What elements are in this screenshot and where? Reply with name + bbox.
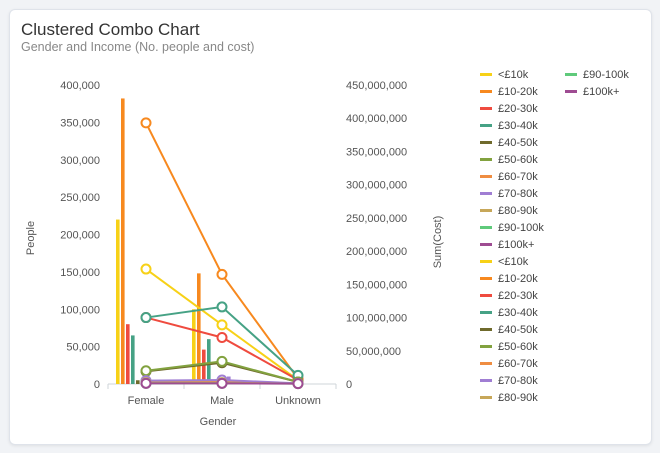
legend-label: £30-40k [498, 307, 538, 319]
legend-swatch [480, 294, 492, 297]
y2-axis-title: Sum(Cost) [432, 216, 444, 269]
legend-label: £60-70k [498, 171, 538, 183]
chart-title: Clustered Combo Chart [21, 20, 200, 39]
legend-label: <£10k [498, 256, 529, 268]
legend-label: £40-50k [498, 324, 538, 336]
y-axis-title: People [25, 221, 37, 255]
x-tick-label: Male [210, 395, 234, 407]
y2-tick-label: 400,000,000 [346, 113, 407, 125]
legend-label: £10-20k [498, 86, 538, 98]
legend-label: £10-20k [498, 273, 538, 285]
legend-label: £20-30k [498, 103, 538, 115]
legend-label: £50-60k [498, 154, 538, 166]
bar [207, 339, 211, 384]
legend-swatch [480, 141, 492, 144]
legend-swatch [480, 226, 492, 229]
legend-swatch [480, 107, 492, 110]
y-tick-label: 150,000 [60, 267, 100, 279]
y2-tick-label: 100,000,000 [346, 313, 407, 325]
legend-swatch [565, 90, 577, 93]
line-point [292, 378, 304, 390]
line-point [216, 377, 228, 389]
x-tick-label: Unknown [275, 395, 321, 407]
legend-label: £70-80k [498, 188, 538, 200]
legend-swatch [480, 243, 492, 246]
line-point [140, 377, 152, 389]
legend-label: £20-30k [498, 290, 538, 302]
legend-label: £30-40k [498, 120, 538, 132]
legend-label: £100k+ [498, 239, 534, 251]
line-point [140, 117, 152, 129]
legend-label: £80-90k [498, 205, 538, 217]
legend-label: <£10k [498, 69, 529, 81]
legend-swatch [480, 175, 492, 178]
legend-swatch [480, 124, 492, 127]
legend-label: £90-100k [498, 222, 544, 234]
y-tick-label: 0 [94, 379, 100, 391]
line-point [216, 268, 228, 280]
y2-tick-label: 50,000,000 [346, 346, 401, 358]
legend-swatch [480, 362, 492, 365]
bar [136, 380, 140, 384]
bar [202, 349, 206, 384]
line-point [216, 301, 228, 313]
y-tick-label: 250,000 [60, 192, 100, 204]
y-tick-label: 350,000 [60, 117, 100, 129]
y2-tick-label: 250,000,000 [346, 213, 407, 225]
y2-tick-label: 450,000,000 [346, 80, 407, 92]
legend-swatch [480, 379, 492, 382]
y-tick-label: 400,000 [60, 80, 100, 92]
legend-label: £100k+ [583, 86, 619, 98]
y2-tick-label: 0 [346, 379, 352, 391]
legend-swatch [480, 73, 492, 76]
legend-label: £50-60k [498, 341, 538, 353]
chart-subtitle: Gender and Income (No. people and cost) [21, 40, 255, 54]
legend: <£10k £10-20k £20-30k £30-40k £40-50k £50-60k… [480, 69, 629, 404]
x-axis-title: Gender [200, 416, 237, 428]
legend-swatch [480, 311, 492, 314]
y2-tick-label: 150,000,000 [346, 279, 407, 291]
line-point [140, 312, 152, 324]
y2-tick-label: 350,000,000 [346, 146, 407, 158]
bar [121, 98, 125, 384]
line-point [140, 263, 152, 275]
legend-swatch [480, 192, 492, 195]
line-point [140, 365, 152, 377]
axes-layer: 0 50,000 100,000 150,000 200,000 250,000 300,0… [60, 80, 407, 407]
bar [192, 309, 196, 384]
line-point [216, 319, 228, 331]
legend-swatch [480, 396, 492, 399]
line-point [216, 331, 228, 343]
legend-label: £40-50k [498, 137, 538, 149]
y-tick-label: 300,000 [60, 155, 100, 167]
bar [116, 219, 120, 384]
y-tick-label: 100,000 [60, 304, 100, 316]
legend-label: £90-100k [583, 69, 629, 81]
y-tick-label: 50,000 [66, 342, 100, 354]
legend-swatch [565, 73, 577, 76]
legend-swatch [480, 260, 492, 263]
bar [126, 324, 130, 384]
bar [131, 335, 135, 384]
line-point [216, 355, 228, 367]
legend-swatch [480, 277, 492, 280]
legend-swatch [480, 158, 492, 161]
legend-label: £60-70k [498, 358, 538, 370]
lines-layer [140, 117, 304, 390]
legend-swatch [480, 328, 492, 331]
y2-tick-label: 200,000,000 [346, 246, 407, 258]
x-tick-label: Female [128, 395, 165, 407]
legend-swatch [480, 209, 492, 212]
legend-swatch [480, 345, 492, 348]
legend-swatch [480, 90, 492, 93]
y2-tick-label: 300,000,000 [346, 180, 407, 192]
legend-label: £70-80k [498, 375, 538, 387]
bars-layer [116, 98, 246, 384]
bar [197, 273, 201, 384]
legend-label: £80-90k [498, 392, 538, 404]
y-tick-label: 200,000 [60, 230, 100, 242]
